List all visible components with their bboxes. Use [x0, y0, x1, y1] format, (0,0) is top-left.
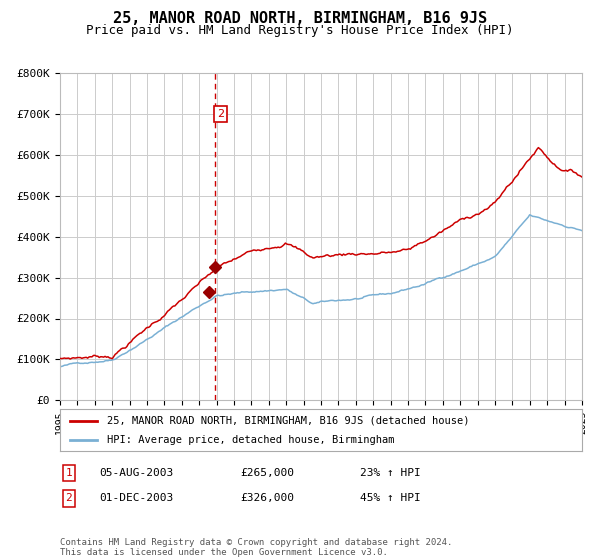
Text: 2: 2 — [217, 109, 224, 119]
Text: 01-DEC-2003: 01-DEC-2003 — [99, 493, 173, 503]
Text: HPI: Average price, detached house, Birmingham: HPI: Average price, detached house, Birm… — [107, 435, 394, 445]
Text: 2: 2 — [65, 493, 73, 503]
Text: 25, MANOR ROAD NORTH, BIRMINGHAM, B16 9JS (detached house): 25, MANOR ROAD NORTH, BIRMINGHAM, B16 9J… — [107, 416, 469, 426]
Text: 1: 1 — [65, 468, 73, 478]
Text: £326,000: £326,000 — [240, 493, 294, 503]
Text: 45% ↑ HPI: 45% ↑ HPI — [360, 493, 421, 503]
Text: £265,000: £265,000 — [240, 468, 294, 478]
Text: 23% ↑ HPI: 23% ↑ HPI — [360, 468, 421, 478]
Text: 05-AUG-2003: 05-AUG-2003 — [99, 468, 173, 478]
Text: Price paid vs. HM Land Registry's House Price Index (HPI): Price paid vs. HM Land Registry's House … — [86, 24, 514, 36]
Text: Contains HM Land Registry data © Crown copyright and database right 2024.
This d: Contains HM Land Registry data © Crown c… — [60, 538, 452, 557]
Text: 25, MANOR ROAD NORTH, BIRMINGHAM, B16 9JS: 25, MANOR ROAD NORTH, BIRMINGHAM, B16 9J… — [113, 11, 487, 26]
